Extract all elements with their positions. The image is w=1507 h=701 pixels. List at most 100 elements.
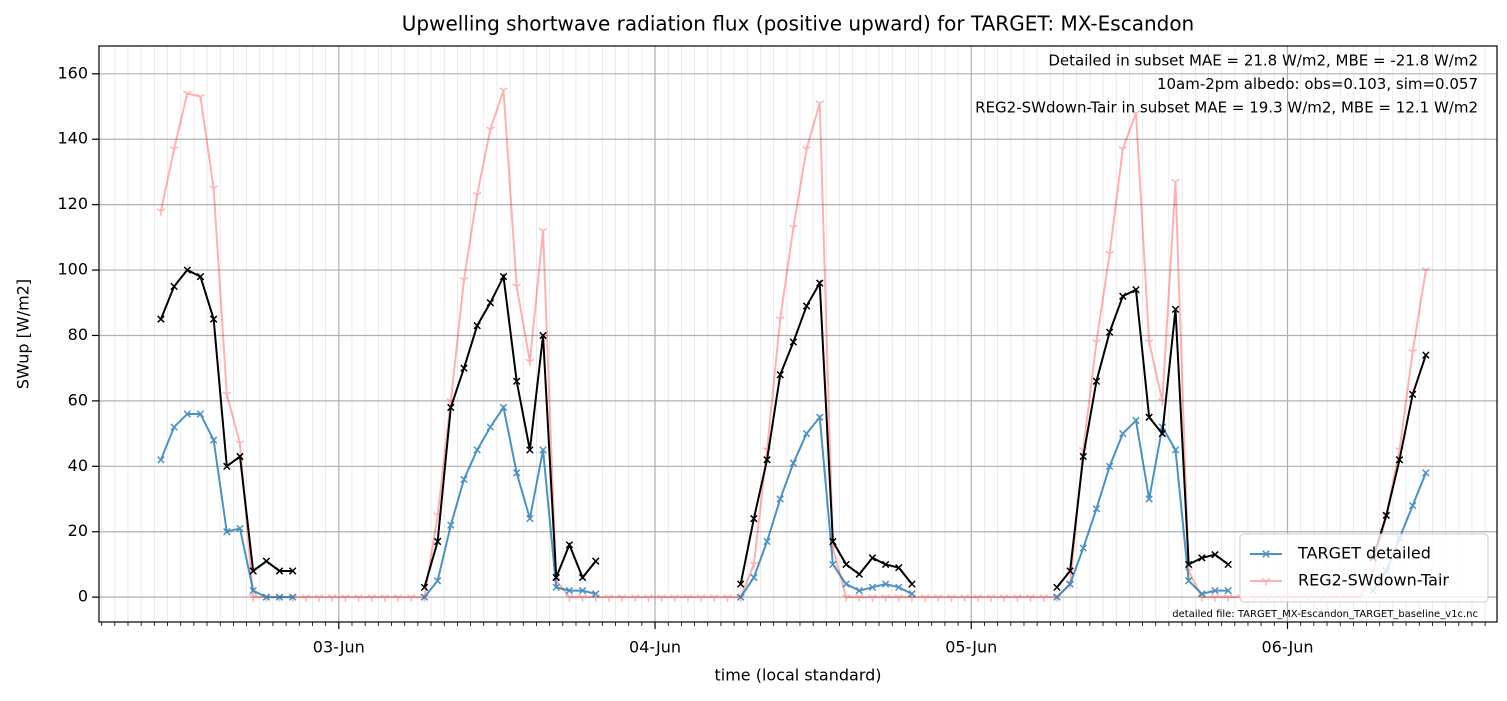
- marker: [1382, 511, 1391, 520]
- marker: [842, 580, 850, 588]
- marker: [406, 594, 416, 602]
- marker: [592, 590, 600, 598]
- marker: [262, 593, 271, 601]
- series-line: [159, 89, 1427, 599]
- marker: [881, 580, 890, 588]
- marker: [327, 594, 337, 602]
- marker: [539, 446, 547, 454]
- marker: [1223, 594, 1233, 602]
- marker: [802, 146, 811, 154]
- marker: [472, 191, 482, 200]
- marker: [209, 315, 218, 323]
- marker: [657, 594, 666, 602]
- marker: [249, 586, 257, 595]
- marker: [1262, 550, 1270, 558]
- marker: [275, 567, 284, 575]
- marker: [447, 403, 455, 412]
- marker: [1408, 501, 1417, 510]
- marker: [1210, 594, 1220, 602]
- y-tick-label: 120: [57, 194, 88, 213]
- marker: [829, 560, 837, 569]
- marker: [776, 370, 784, 379]
- marker: [433, 537, 442, 546]
- marker: [841, 594, 851, 602]
- series: [157, 266, 1430, 592]
- marker: [420, 583, 429, 592]
- marker: [894, 594, 904, 602]
- marker: [789, 338, 798, 346]
- legend-entry: [1250, 550, 1282, 558]
- marker: [895, 583, 903, 592]
- marker: [617, 594, 627, 602]
- marker: [1079, 452, 1088, 461]
- marker: [512, 469, 521, 477]
- marker: [802, 302, 811, 310]
- marker: [750, 514, 758, 523]
- marker: [1053, 583, 1061, 592]
- legend-label: TARGET detailed: [1297, 544, 1431, 563]
- marker: [288, 567, 297, 575]
- marker: [1171, 178, 1180, 187]
- marker: [750, 573, 758, 582]
- marker: [920, 594, 930, 602]
- marker: [1211, 550, 1219, 559]
- marker: [723, 594, 732, 602]
- marker: [1184, 560, 1193, 569]
- marker: [789, 224, 798, 233]
- marker: [1171, 446, 1180, 454]
- legend-label: REG2-SWdown-Tair: [1298, 571, 1449, 590]
- marker: [157, 456, 165, 464]
- marker: [459, 276, 469, 285]
- x-tick-label: 05-Jun: [945, 638, 997, 657]
- marker: [248, 594, 258, 602]
- marker: [763, 456, 771, 464]
- series-line: [160, 268, 1427, 588]
- marker: [499, 87, 508, 95]
- marker: [986, 594, 996, 602]
- marker: [763, 537, 771, 546]
- marker: [209, 436, 218, 444]
- marker: [1066, 567, 1074, 575]
- marker: [341, 594, 350, 602]
- marker: [1039, 594, 1049, 602]
- marker: [552, 583, 560, 592]
- marker: [881, 594, 890, 602]
- marker: [908, 590, 916, 598]
- marker: [538, 227, 548, 236]
- marker: [829, 537, 837, 546]
- marker: [895, 563, 903, 572]
- marker: [565, 586, 574, 595]
- marker: [1119, 429, 1127, 438]
- marker: [499, 403, 508, 412]
- marker: [1092, 339, 1101, 347]
- marker: [222, 391, 232, 399]
- marker: [1224, 560, 1232, 569]
- marker: [1105, 328, 1114, 336]
- marker: [776, 495, 784, 503]
- marker: [578, 594, 587, 602]
- marker: [1079, 544, 1088, 552]
- marker: [433, 577, 442, 585]
- marker: [789, 459, 798, 467]
- marker: [960, 594, 970, 602]
- marker: [236, 524, 244, 533]
- x-axis-label: time (local standard): [714, 666, 881, 685]
- marker: [301, 594, 311, 602]
- marker: [182, 90, 192, 99]
- marker: [1198, 554, 1206, 562]
- marker: [486, 423, 495, 431]
- marker: [499, 272, 508, 281]
- x-tick-label: 06-Jun: [1261, 638, 1313, 657]
- marker: [1171, 305, 1180, 314]
- marker: [447, 521, 455, 529]
- marker: [1105, 462, 1114, 471]
- marker: [473, 321, 481, 330]
- marker: [947, 594, 956, 602]
- marker: [1158, 429, 1167, 438]
- marker: [999, 594, 1009, 602]
- marker: [1092, 505, 1101, 513]
- marker: [709, 594, 719, 602]
- marker: [1422, 469, 1430, 477]
- marker: [683, 594, 693, 602]
